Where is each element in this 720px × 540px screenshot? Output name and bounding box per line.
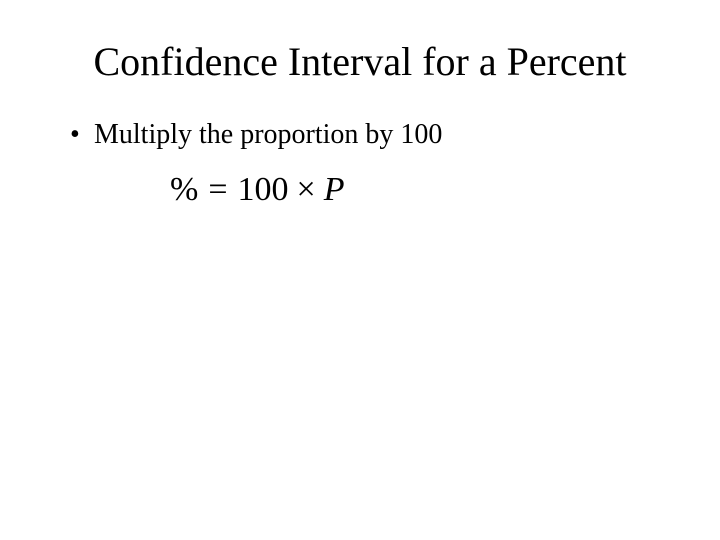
formula: % = 100 × P — [170, 173, 670, 207]
formula-percent: % — [170, 173, 198, 207]
slide: Confidence Interval for a Percent • Mult… — [0, 0, 720, 540]
slide-title: Confidence Interval for a Percent — [50, 38, 670, 85]
bullet-marker: • — [70, 119, 94, 151]
formula-hundred: 100 — [238, 173, 289, 207]
bullet-text: Multiply the proportion by 100 — [94, 119, 442, 151]
formula-equals: = — [208, 173, 227, 207]
formula-times: × — [297, 173, 316, 207]
formula-p: P — [324, 173, 345, 207]
bullet-item: • Multiply the proportion by 100 — [70, 119, 670, 151]
